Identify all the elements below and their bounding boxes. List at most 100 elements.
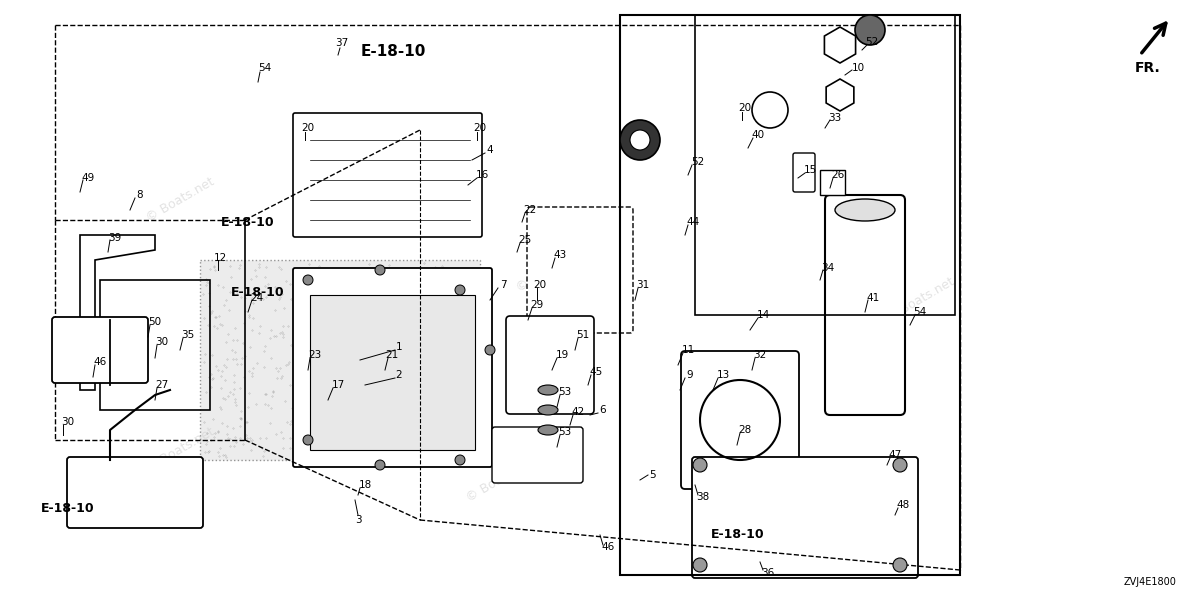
Text: 6: 6 bbox=[600, 405, 606, 415]
Ellipse shape bbox=[538, 425, 558, 435]
Text: 54: 54 bbox=[913, 307, 926, 317]
Text: 20: 20 bbox=[738, 103, 751, 113]
Text: 12: 12 bbox=[214, 253, 227, 263]
Circle shape bbox=[485, 345, 496, 355]
Ellipse shape bbox=[835, 199, 895, 221]
Text: 36: 36 bbox=[761, 568, 775, 578]
Circle shape bbox=[455, 285, 466, 295]
Text: E-18-10: E-18-10 bbox=[221, 215, 275, 229]
Text: 10: 10 bbox=[852, 63, 864, 73]
Text: 5: 5 bbox=[649, 470, 656, 480]
Text: 40: 40 bbox=[751, 130, 764, 140]
Text: 30: 30 bbox=[61, 417, 74, 427]
Circle shape bbox=[302, 275, 313, 285]
FancyBboxPatch shape bbox=[492, 427, 583, 483]
Text: 21: 21 bbox=[385, 350, 398, 360]
Text: 20: 20 bbox=[474, 123, 486, 133]
Text: FR.: FR. bbox=[1135, 61, 1160, 75]
Circle shape bbox=[455, 455, 466, 465]
Text: 2: 2 bbox=[396, 370, 402, 380]
FancyBboxPatch shape bbox=[793, 153, 815, 192]
Circle shape bbox=[374, 460, 385, 470]
Circle shape bbox=[752, 92, 788, 128]
Text: 30: 30 bbox=[156, 337, 168, 347]
Text: 48: 48 bbox=[896, 500, 910, 510]
Text: 46: 46 bbox=[94, 357, 107, 367]
Text: 16: 16 bbox=[475, 170, 488, 180]
Circle shape bbox=[893, 458, 907, 472]
FancyBboxPatch shape bbox=[293, 113, 482, 237]
Text: E-18-10: E-18-10 bbox=[360, 44, 426, 59]
Text: 43: 43 bbox=[553, 250, 566, 260]
FancyBboxPatch shape bbox=[506, 316, 594, 414]
Circle shape bbox=[854, 15, 886, 45]
Text: 33: 33 bbox=[828, 113, 841, 123]
Circle shape bbox=[620, 120, 660, 160]
Text: © Boats.net: © Boats.net bbox=[144, 175, 216, 225]
Circle shape bbox=[694, 558, 707, 572]
Text: 45: 45 bbox=[589, 367, 602, 377]
Text: © Boats.net: © Boats.net bbox=[514, 245, 587, 295]
Text: 1: 1 bbox=[396, 342, 402, 352]
Ellipse shape bbox=[538, 405, 558, 415]
Text: 51: 51 bbox=[576, 330, 589, 340]
FancyBboxPatch shape bbox=[52, 317, 148, 383]
Text: 49: 49 bbox=[82, 173, 95, 183]
Text: 28: 28 bbox=[738, 425, 751, 435]
Text: 9: 9 bbox=[686, 370, 694, 380]
Text: 24: 24 bbox=[251, 293, 264, 303]
FancyBboxPatch shape bbox=[67, 457, 203, 528]
Text: 22: 22 bbox=[523, 205, 536, 215]
Text: 3: 3 bbox=[355, 515, 361, 525]
FancyBboxPatch shape bbox=[692, 457, 918, 578]
Bar bbox=[820, 170, 845, 195]
Text: 44: 44 bbox=[686, 217, 700, 227]
Ellipse shape bbox=[538, 385, 558, 395]
Text: ZVJ4E1800: ZVJ4E1800 bbox=[1123, 577, 1176, 587]
Text: 13: 13 bbox=[716, 370, 730, 380]
Text: 47: 47 bbox=[888, 450, 901, 460]
Text: 54: 54 bbox=[258, 63, 271, 73]
Polygon shape bbox=[826, 79, 854, 111]
Circle shape bbox=[893, 558, 907, 572]
Text: 7: 7 bbox=[499, 280, 506, 290]
Circle shape bbox=[374, 265, 385, 275]
Text: 25: 25 bbox=[518, 235, 532, 245]
Text: 34: 34 bbox=[821, 263, 835, 273]
Text: 52: 52 bbox=[691, 157, 704, 167]
Text: 15: 15 bbox=[803, 165, 817, 175]
Text: © Boats.net: © Boats.net bbox=[883, 275, 956, 325]
FancyBboxPatch shape bbox=[527, 207, 634, 333]
Text: 35: 35 bbox=[181, 330, 194, 340]
Text: 8: 8 bbox=[137, 190, 143, 200]
Text: 41: 41 bbox=[866, 293, 880, 303]
Text: 23: 23 bbox=[308, 350, 322, 360]
Text: 17: 17 bbox=[331, 380, 344, 390]
Text: 53: 53 bbox=[558, 427, 571, 437]
Bar bbox=[695, 15, 955, 315]
FancyBboxPatch shape bbox=[826, 195, 905, 415]
Text: 26: 26 bbox=[832, 170, 845, 180]
Text: 37: 37 bbox=[335, 38, 349, 48]
Text: 32: 32 bbox=[754, 350, 767, 360]
Text: 19: 19 bbox=[556, 350, 569, 360]
Text: E-18-10: E-18-10 bbox=[712, 529, 764, 541]
Circle shape bbox=[694, 458, 707, 472]
Bar bbox=[620, 15, 960, 575]
Text: 38: 38 bbox=[696, 492, 709, 502]
Circle shape bbox=[630, 130, 650, 150]
Text: 4: 4 bbox=[487, 145, 493, 155]
Text: 50: 50 bbox=[149, 317, 162, 327]
Bar bbox=[310, 295, 475, 450]
Polygon shape bbox=[824, 27, 856, 63]
Text: 46: 46 bbox=[601, 542, 614, 552]
Text: 29: 29 bbox=[530, 300, 544, 310]
Bar bbox=[200, 260, 480, 460]
Text: 11: 11 bbox=[682, 345, 695, 355]
Text: 14: 14 bbox=[756, 310, 769, 320]
Text: 27: 27 bbox=[155, 380, 169, 390]
Circle shape bbox=[302, 435, 313, 445]
Text: © Boats.net: © Boats.net bbox=[313, 325, 386, 375]
Text: E-18-10: E-18-10 bbox=[41, 502, 95, 514]
FancyBboxPatch shape bbox=[682, 351, 799, 489]
